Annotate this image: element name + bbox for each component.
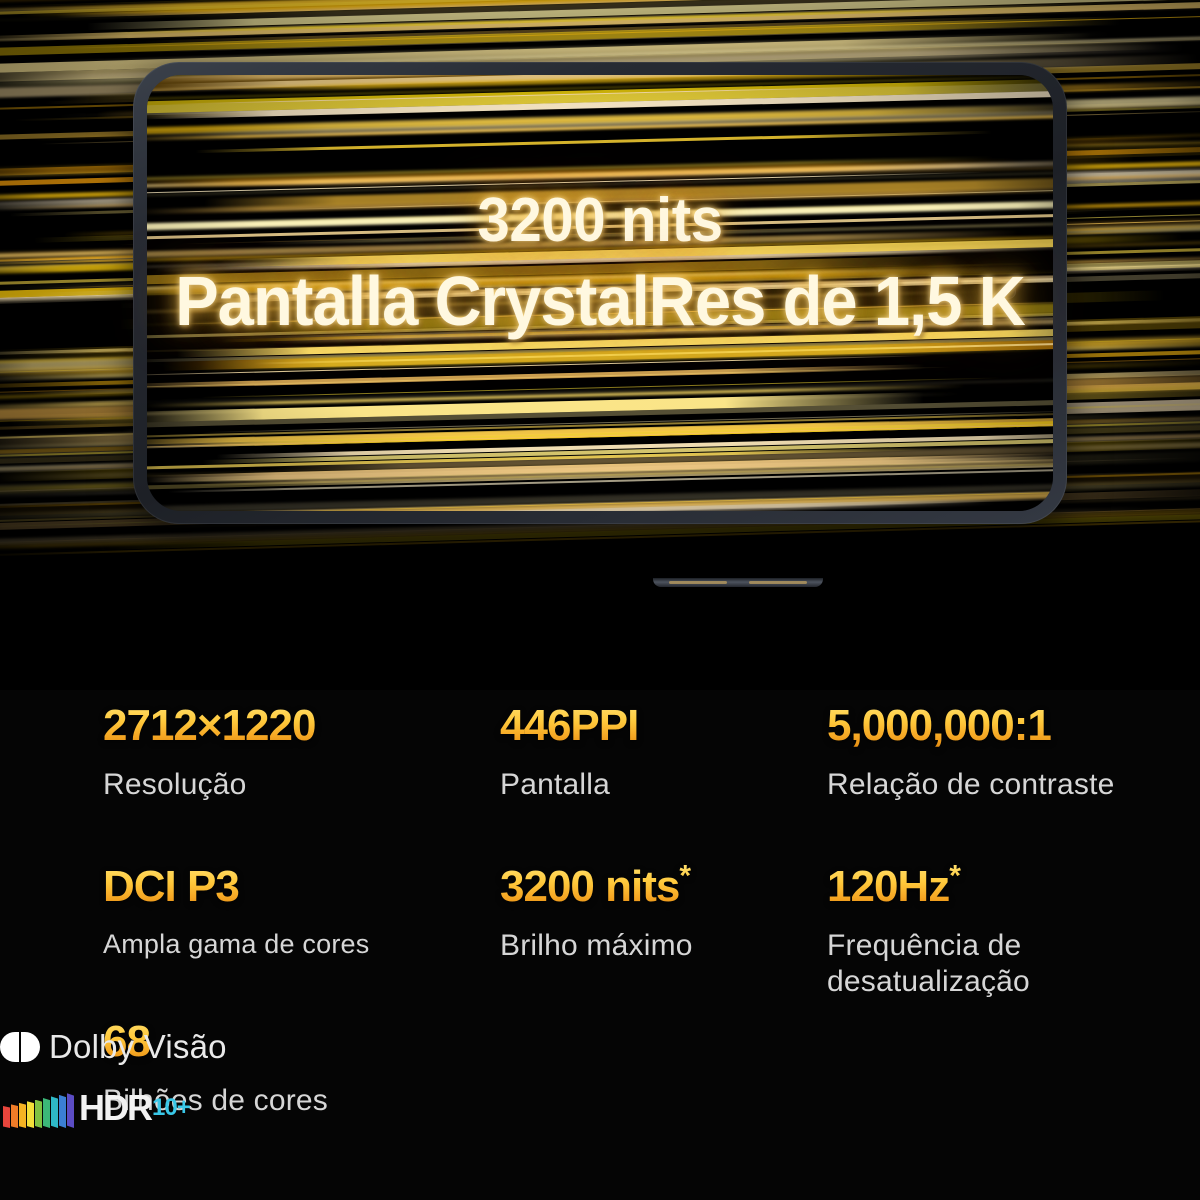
dolby-vision-label: Dolby Visão	[49, 1028, 227, 1065]
spec-value: 68	[103, 1019, 483, 1065]
spec-label: Relação de contraste	[827, 767, 1115, 801]
spec-value-text: 3200 nits	[500, 862, 680, 911]
hdr-bar	[59, 1094, 66, 1128]
spec-item-refresh-rate: 120Hz* Frequência de desatualização	[827, 865, 1167, 1001]
front-camera-punch-hole-icon	[1002, 285, 1015, 298]
hdr-bar	[35, 1099, 42, 1128]
spec-item-colors: 68 Bilhões de cores	[103, 1019, 483, 1119]
spec-value: 5,000,000:1	[827, 703, 1167, 749]
spec-item-peak-brightness: 3200 nits* Brilho máximo	[500, 865, 820, 964]
hdr-bar	[67, 1093, 74, 1128]
spec-value: 3200 nits*	[500, 865, 820, 910]
hdr-suffix-label: 10+	[152, 1094, 191, 1121]
spec-label: Brilho máximo	[500, 928, 693, 962]
spec-item-resolution: 2712×1220 Resolução	[103, 703, 483, 803]
spec-item-color-gamut: DCI P3 Ampla gama de cores	[103, 864, 483, 961]
spec-value: 2712×1220	[103, 703, 483, 749]
spec-grid: 2712×1220 Resolução 446PPI Pantalla 5,00…	[0, 690, 1200, 1200]
hero-copy: 3200 nits Pantalla CrystalRes de 1,5 K	[0, 186, 1200, 340]
dolby-right-d	[21, 1032, 40, 1062]
dolby-left-d	[0, 1032, 19, 1062]
spec-asterisk: *	[679, 859, 691, 893]
phone-screen	[147, 75, 1053, 511]
spec-value: 120Hz*	[827, 865, 1167, 910]
hdr-bar	[11, 1104, 18, 1128]
spec-item-ppi: 446PPI Pantalla	[500, 703, 820, 803]
phone-device	[133, 62, 1067, 587]
hdr10plus-logo: HDR 10+	[3, 1087, 191, 1128]
hdr-bar	[51, 1096, 58, 1128]
dolby-vision-logo: Dolby Visão	[0, 1028, 227, 1066]
spec-label: Pantalla	[500, 767, 611, 801]
hdr-bar	[19, 1102, 26, 1128]
spec-label: Resolução	[103, 767, 247, 801]
hdr-bar	[43, 1098, 50, 1128]
hdr-label: HDR	[79, 1087, 153, 1128]
hero-section: 3200 nits Pantalla CrystalRes de 1,5 K	[0, 0, 1200, 690]
spec-item-contrast-ratio: 5,000,000:1 Relação de contraste	[827, 703, 1167, 803]
hdr-bar	[27, 1101, 34, 1128]
hero-headline-primary: 3200 nits	[477, 186, 723, 255]
spec-value: DCI P3	[103, 864, 483, 910]
spec-asterisk: *	[949, 859, 960, 893]
screen-vignette	[147, 75, 1053, 511]
spec-label: Frequência de desatualização	[827, 928, 1030, 999]
spec-value-text: 120Hz	[827, 862, 950, 911]
dolby-double-d-icon	[0, 1032, 40, 1062]
spec-label: Bilhões de cores	[103, 1083, 328, 1117]
hero-headline-secondary: Pantalla CrystalRes de 1,5 K	[175, 262, 1026, 340]
phone-bottom-edge	[653, 578, 823, 587]
hdr-color-bars-icon	[3, 1088, 75, 1128]
spec-label: Ampla gama de cores	[103, 928, 370, 959]
hdr-bar	[3, 1106, 10, 1128]
spec-value: 446PPI	[500, 703, 820, 749]
